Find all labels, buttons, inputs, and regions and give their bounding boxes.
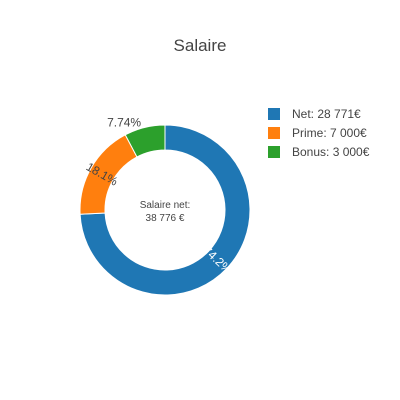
legend-item-2[interactable]: Bonus: 3 000€ xyxy=(292,145,370,159)
slices-group xyxy=(79,124,251,296)
legend: Net: 28 771€ Prime: 7 000€ Bonus: 3 000€ xyxy=(268,107,370,159)
slice-label-2: 7.74% xyxy=(107,116,141,130)
legend-swatch-0[interactable] xyxy=(268,108,280,120)
slice-0[interactable] xyxy=(79,124,251,296)
chart-title: Salaire xyxy=(174,36,227,55)
legend-item-0[interactable]: Net: 28 771€ xyxy=(292,107,361,121)
legend-swatch-2[interactable] xyxy=(268,146,280,158)
legend-item-1[interactable]: Prime: 7 000€ xyxy=(292,126,367,140)
legend-swatch-1[interactable] xyxy=(268,127,280,139)
slice-2[interactable] xyxy=(124,124,166,158)
hole-annotation-line-2: 38 776 € xyxy=(146,213,185,224)
hole-annotation-line-1: Salaire net: xyxy=(140,200,191,211)
